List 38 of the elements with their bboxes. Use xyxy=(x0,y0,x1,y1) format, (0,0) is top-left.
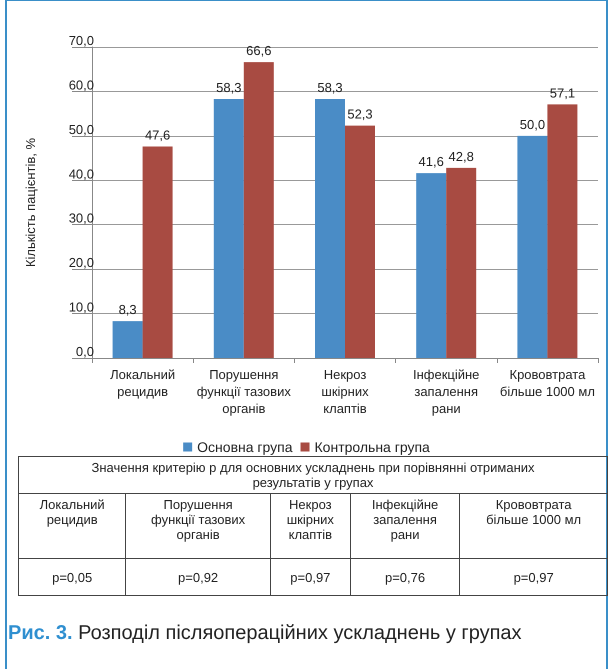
text: p=0,97 xyxy=(460,558,608,596)
data-label: 50,0 xyxy=(520,116,546,132)
data-label: 58,3 xyxy=(317,80,343,95)
y-tick-label: 20,0 xyxy=(68,255,94,270)
text: Рис. 3. Розподіл післяопераційних ускладнень у групах xyxy=(8,622,522,645)
x-tick-label: Некроз шкірних клаптів xyxy=(321,367,370,416)
legend-label: Контрольна група xyxy=(314,439,430,455)
x-tick-label: Крововтрата більше 1000 мл xyxy=(500,367,595,399)
x-tick-label: Порушення функції тазових органів xyxy=(196,367,292,416)
y-tick-label: 30,0 xyxy=(68,210,94,226)
text: p=0,05 xyxy=(18,558,126,596)
data-label: 41,6 xyxy=(418,154,444,170)
y-axis-title: Кількість пацієнтів, % xyxy=(23,137,38,268)
category-label: Крововтрата більше 1000 мл xyxy=(486,497,582,527)
data-label: 8,3 xyxy=(118,302,137,318)
y-tick-label: 50,0 xyxy=(68,122,94,137)
legend-label: Основна група xyxy=(197,439,293,455)
data-label: 42,8 xyxy=(448,148,474,164)
y-tick-label: 0,0 xyxy=(76,344,94,359)
text: p=0,97 xyxy=(270,558,350,596)
text: p=0,76 xyxy=(350,558,460,596)
data-label: 66,6 xyxy=(246,43,272,58)
data-label: 47,6 xyxy=(144,128,170,143)
category-label: Порушення функції тазових органів xyxy=(151,497,246,542)
y-tick-label: 60,0 xyxy=(68,77,94,92)
category-label: Інфекційне запалення рани xyxy=(372,497,438,542)
text: Значення критерію p для основних ускладнень при порівнянні отриманих результатів у групах xyxy=(18,456,608,494)
y-tick-label: 10,0 xyxy=(68,300,94,315)
x-tick-label: Інфекційне запалення рани xyxy=(412,367,480,416)
data-label: 58,3 xyxy=(216,80,242,95)
category-label: Некроз шкірних клаптів xyxy=(286,497,334,542)
category-label: Локальний рецидив xyxy=(40,497,105,527)
text: p=0,92 xyxy=(126,558,270,596)
x-tick-label: Локальний рецидив xyxy=(110,367,176,399)
y-tick-label: 70,0 xyxy=(68,33,94,48)
data-label: 52,3 xyxy=(347,106,373,122)
y-tick-label: 40,0 xyxy=(68,166,94,182)
data-label: 57,1 xyxy=(550,85,576,100)
